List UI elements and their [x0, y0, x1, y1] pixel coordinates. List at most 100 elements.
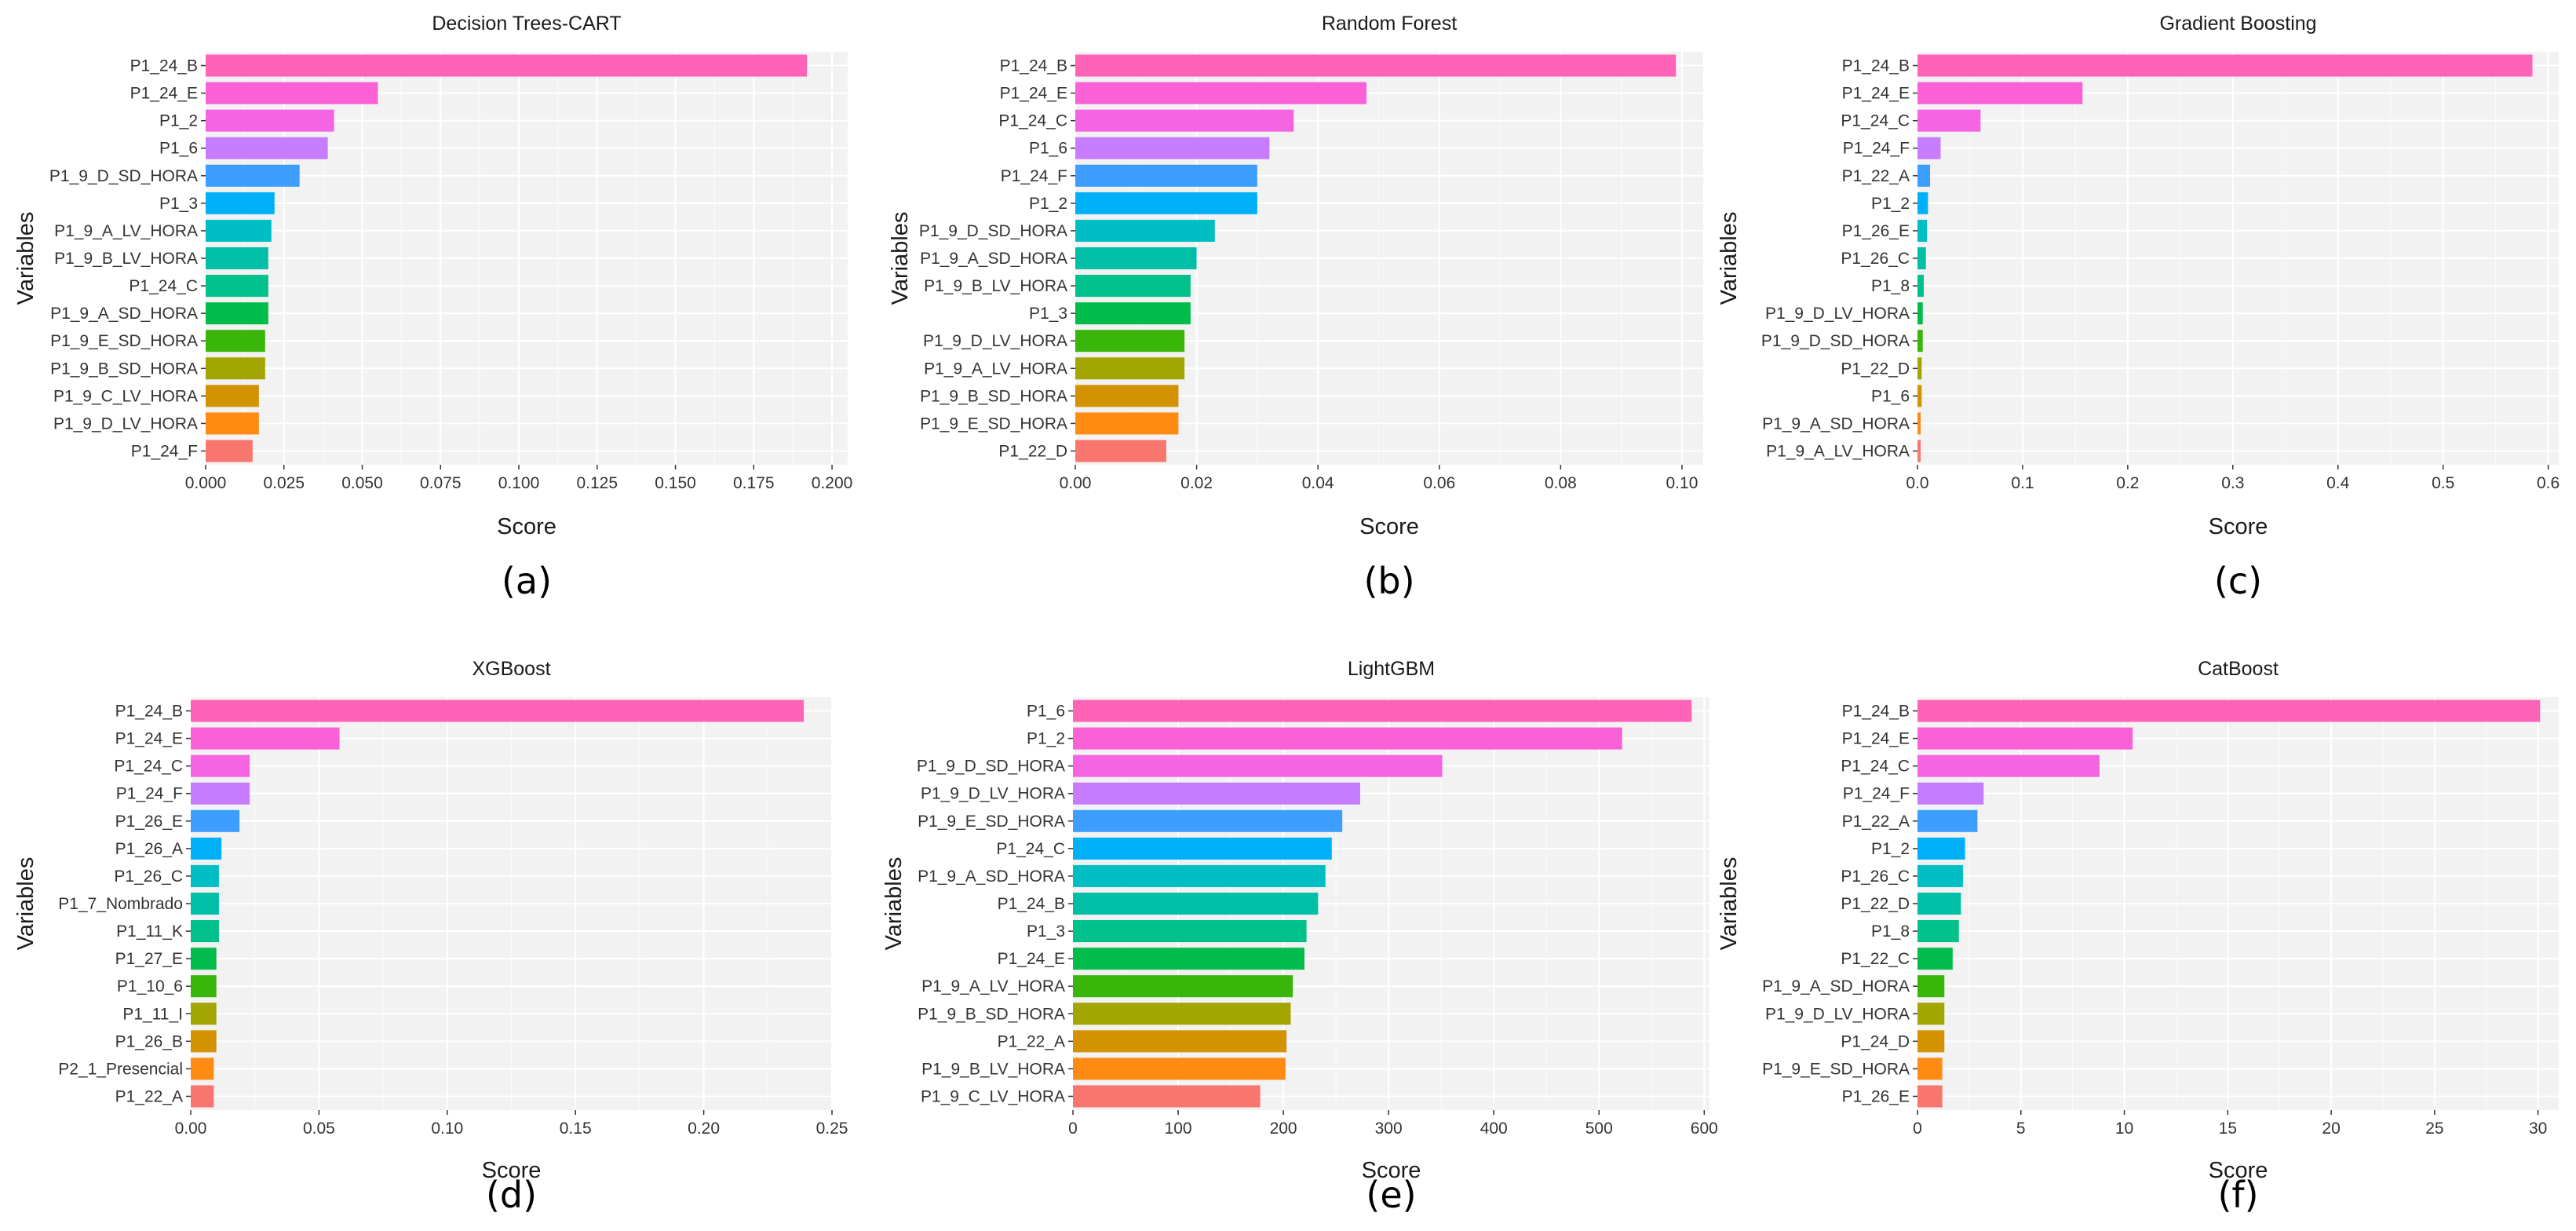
bar-P1_2	[1073, 727, 1622, 750]
y-tick-label: P1_26_E	[115, 813, 183, 831]
bar-P1_9_D_SD_HORA	[1075, 219, 1215, 242]
bar-P1_6	[1917, 385, 1922, 407]
x-tick-label: 0.04	[1302, 474, 1334, 492]
bar-P1_26_C	[191, 864, 219, 887]
y-tick-label: P1_22_D	[1841, 895, 1910, 913]
bar-P1_11_K	[191, 920, 219, 943]
bar-P1_24_E	[1075, 82, 1367, 104]
x-tick-label: 0.050	[341, 474, 383, 492]
bar-P1_9_A_LV_HORA	[1075, 357, 1185, 380]
y-tick-label: P1_24_F	[116, 785, 183, 803]
chart-panel-5: P1_6 P1_2 P1_9_D_SD_HORA P1_9_D_LV_HORA P1_9…	[881, 658, 1718, 1216]
bar-P1_24_C	[1075, 109, 1294, 132]
y-tick-label: P1_24_C	[996, 840, 1065, 858]
y-tick-label: P1_3	[1027, 922, 1065, 941]
bar-P1_24_C	[191, 754, 250, 777]
x-axis-label: Score	[2209, 1158, 2268, 1183]
bar-P1_9_E_SD_HORA	[1917, 1057, 1943, 1080]
y-tick-label: P1_9_B_SD_HORA	[918, 1005, 1065, 1023]
y-tick-label: P1_22_A	[115, 1087, 183, 1105]
panel-label: (c)	[2214, 560, 2262, 602]
bar-P1_22_A	[191, 1085, 214, 1108]
y-tick-label: P1_24_F	[1843, 785, 1910, 803]
y-tick-label: P1_9_D_SD_HORA	[1761, 332, 1910, 350]
y-tick-label: P1_24_C	[1841, 758, 1910, 776]
chart-panel-6: P1_24_B P1_24_E P1_24_C P1_24_F P1_22_A P1_2 P…	[1717, 658, 2559, 1216]
chart-title: Decision Trees-CART	[432, 13, 621, 35]
bar-P1_2	[1075, 192, 1257, 214]
bar-P1_26_E	[1917, 1085, 1943, 1108]
bar-P1_24_B	[1073, 892, 1319, 915]
x-tick-label: 0.20	[688, 1120, 720, 1138]
bar-P1_9_B_LV_HORA	[1073, 1057, 1286, 1080]
y-tick-label: P1_6	[1871, 387, 1910, 405]
y-tick-label: P1_11_I	[122, 1005, 183, 1023]
bar-P1_9_D_SD_HORA	[206, 164, 300, 187]
bar-P1_26_E	[191, 809, 240, 832]
bar-P1_3	[206, 192, 275, 214]
x-tick-label: 0	[1913, 1120, 1922, 1138]
y-tick-label: P1_24_C	[114, 758, 183, 776]
bar-P1_9_A_SD_HORA	[1917, 975, 1945, 998]
y-tick-label: P1_9_D_LV_HORA	[53, 415, 198, 433]
chart-panel-3: P1_24_B P1_24_E P1_24_C P1_24_F P1_22_A P1_2 P…	[1717, 13, 2560, 602]
x-tick-label: 0.200	[812, 474, 853, 492]
y-tick-label: P1_11_K	[116, 922, 183, 941]
bar-P1_3	[1075, 302, 1191, 325]
x-tick-label: 0.175	[733, 474, 775, 492]
x-tick-label: 30	[2529, 1120, 2547, 1138]
bar-P1_24_D	[1917, 1030, 1945, 1053]
x-tick-label: 0.4	[2326, 474, 2350, 492]
bar-P1_24_E	[191, 727, 340, 750]
bar-P1_27_E	[191, 948, 217, 970]
bar-P1_24_C	[206, 275, 268, 298]
bar-P1_24_E	[1917, 82, 2083, 104]
y-tick-label: P1_3	[1029, 305, 1067, 323]
y-tick-label: P1_24_E	[998, 950, 1065, 968]
bar-P1_9_D_LV_HORA	[1917, 1003, 1945, 1025]
y-tick-label: P1_22_D	[998, 442, 1067, 460]
bar-P1_24_C	[1917, 109, 1981, 132]
y-tick-label: P1_24_F	[1001, 167, 1067, 185]
bar-P1_24_F	[191, 782, 250, 805]
chart-title: CatBoost	[2198, 658, 2279, 680]
y-tick-label: P1_9_E_SD_HORA	[50, 332, 198, 350]
bar-P1_26_C	[1917, 864, 1963, 887]
y-tick-label: P1_9_A_SD_HORA	[1762, 415, 1910, 433]
y-axis-label: Variables	[13, 857, 38, 951]
bar-P1_24_E	[1917, 727, 2133, 750]
bar-P1_26_E	[1917, 219, 1928, 242]
bar-P1_24_B	[1917, 700, 2541, 722]
y-tick-label: P1_24_E	[1000, 85, 1067, 103]
y-axis-label: Variables	[1717, 212, 1742, 305]
y-tick-label: P1_9_A_LV_HORA	[924, 360, 1067, 378]
bar-P1_22_D	[1917, 357, 1922, 380]
bar-P1_11_I	[191, 1003, 217, 1025]
bar-P1_22_A	[1917, 164, 1931, 187]
bar-P1_22_D	[1917, 892, 1961, 915]
x-tick-label: 200	[1270, 1120, 1297, 1138]
x-tick-label: 0.000	[185, 474, 227, 492]
bar-P1_9_D_LV_HORA	[1075, 330, 1185, 352]
bar-P1_22_A	[1073, 1030, 1287, 1053]
y-tick-label: P1_9_B_SD_HORA	[920, 387, 1067, 405]
y-tick-label: P1_24_E	[1842, 730, 1910, 748]
bar-P1_24_C	[1073, 837, 1332, 860]
bar-P1_2	[1917, 192, 1928, 214]
y-tick-label: P1_3	[159, 195, 198, 213]
y-tick-label: P1_22_A	[1842, 813, 1910, 831]
bar-P1_24_B	[1075, 54, 1677, 77]
y-tick-label: P1_27_E	[115, 950, 183, 968]
y-tick-label: P1_26_B	[115, 1032, 183, 1050]
x-tick-label: 100	[1165, 1120, 1192, 1138]
chart-panel-4: P1_24_B P1_24_E P1_24_C P1_24_F P1_26_E P1_26…	[13, 658, 848, 1216]
y-tick-label: P1_24_D	[1841, 1032, 1910, 1050]
y-tick-label: P1_9_A_SD_HORA	[918, 868, 1065, 886]
x-tick-label: 0.05	[303, 1120, 335, 1138]
x-tick-label: 0.2	[2116, 474, 2139, 492]
x-tick-label: 25	[2425, 1120, 2443, 1138]
y-tick-label: P1_24_B	[998, 895, 1065, 913]
y-tick-label: P1_9_D_LV_HORA	[1765, 1005, 1910, 1023]
y-tick-label: P1_9_A_SD_HORA	[920, 250, 1067, 268]
bar-P1_9_C_LV_HORA	[1073, 1085, 1261, 1108]
